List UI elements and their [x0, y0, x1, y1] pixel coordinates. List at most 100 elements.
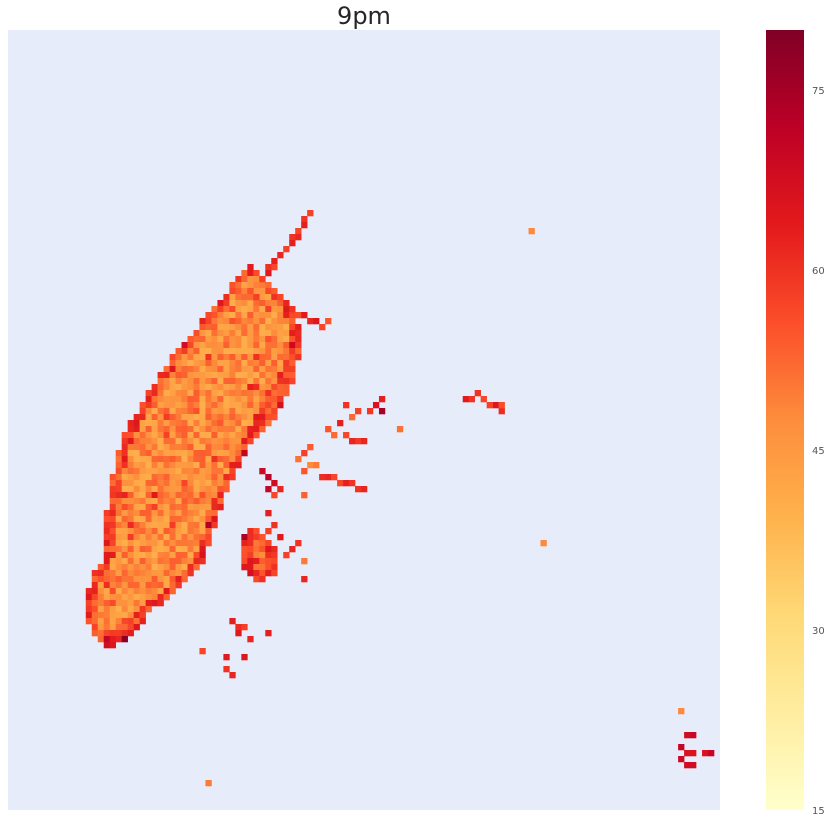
heatmap-cell	[325, 426, 332, 433]
heatmap-cell	[211, 390, 218, 397]
heatmap-cell	[181, 426, 188, 433]
heatmap-cell	[211, 516, 218, 523]
heatmap-cell	[211, 402, 218, 409]
heatmap-cell	[187, 378, 194, 385]
heatmap-cell	[259, 318, 266, 325]
heatmap-cell	[277, 312, 284, 319]
heatmap-cell	[265, 312, 272, 319]
heatmap-cell	[163, 420, 170, 427]
heatmap-cell	[307, 210, 314, 217]
heatmap-cell	[127, 420, 134, 427]
heatmap-cell	[169, 504, 176, 511]
heatmap-cell	[283, 336, 290, 343]
heatmap-cell	[103, 516, 111, 523]
heatmap-cell	[271, 408, 278, 415]
heatmap-cell	[271, 402, 278, 409]
heatmap-cell	[259, 546, 266, 553]
heatmap-cell	[235, 390, 242, 397]
heatmap-cell	[205, 360, 212, 367]
heatmap-cell	[289, 306, 296, 313]
heatmap-cell	[211, 504, 218, 511]
heatmap-cell	[133, 522, 140, 529]
heatmap-cell	[187, 366, 194, 373]
heatmap-cell	[247, 282, 254, 289]
heatmap-cell	[157, 600, 164, 607]
heatmap-cell	[229, 414, 236, 421]
heatmap-cell	[259, 342, 266, 349]
heatmap-cell	[121, 522, 128, 529]
colorbar-tick-label: 45	[812, 446, 825, 457]
heatmap-cell	[169, 582, 176, 589]
heatmap-cell	[103, 636, 111, 643]
heatmap-cell	[283, 384, 290, 391]
heatmap-cell	[175, 510, 182, 517]
heatmap-cell	[217, 396, 224, 403]
heatmap-cell	[145, 450, 152, 457]
heatmap-cell	[187, 342, 194, 349]
heatmap-cell	[205, 426, 212, 433]
heatmap-cell	[175, 522, 182, 529]
heatmap-cell	[145, 402, 152, 409]
heatmap-cell	[103, 546, 111, 553]
heatmap-cell	[115, 480, 122, 487]
heatmap-cell	[247, 564, 254, 571]
heatmap-cell	[241, 402, 248, 409]
heatmap-cell	[109, 642, 116, 649]
heatmap-cell	[223, 336, 230, 343]
heatmap-cell	[127, 570, 134, 577]
heatmap-cell	[199, 336, 206, 343]
heatmap-cell	[211, 450, 218, 457]
heatmap-cell	[121, 438, 128, 445]
heatmap-cell	[121, 444, 128, 451]
heatmap-cell	[313, 462, 320, 469]
heatmap-cell	[157, 516, 164, 523]
heatmap-cell	[235, 414, 242, 421]
heatmap-cell	[121, 588, 128, 595]
heatmap-cell	[91, 570, 99, 577]
heatmap-cell	[684, 762, 691, 769]
heatmap-cell	[139, 528, 146, 535]
heatmap-cell	[265, 402, 272, 409]
heatmap-cell	[187, 456, 194, 463]
heatmap-cell	[241, 564, 248, 571]
heatmap-cell	[235, 288, 242, 295]
heatmap-cell	[265, 540, 272, 547]
heatmap-cell	[187, 510, 194, 517]
heatmap-cell	[259, 384, 266, 391]
heatmap-cell	[175, 396, 182, 403]
heatmap-cell	[181, 480, 188, 487]
heatmap-cell	[223, 342, 230, 349]
heatmap-cell	[205, 366, 212, 373]
heatmap-cell	[241, 288, 248, 295]
heatmap-cell	[175, 576, 182, 583]
heatmap-cell	[690, 750, 697, 757]
heatmap-cell	[325, 474, 332, 481]
heatmap-cell	[163, 396, 170, 403]
heatmap-cell	[169, 564, 176, 571]
heatmap-cell	[289, 366, 296, 373]
heatmap-cell	[211, 468, 218, 475]
heatmap-cell	[337, 420, 344, 427]
heatmap-cell	[103, 540, 111, 547]
heatmap-cell	[193, 492, 200, 499]
heatmap-cell	[91, 588, 99, 595]
heatmap-cell	[271, 330, 278, 337]
heatmap-cell	[361, 486, 368, 493]
heatmap-cell	[349, 480, 356, 487]
heatmap-cell	[205, 318, 212, 325]
heatmap-cell	[253, 276, 260, 283]
heatmap-cell	[247, 546, 254, 553]
heatmap-cell	[223, 486, 230, 493]
colorbar-tick-label: 75	[812, 86, 825, 97]
heatmap-cell	[241, 306, 248, 313]
heatmap-cell	[271, 342, 278, 349]
heatmap-cell	[271, 384, 278, 391]
heatmap-cell	[145, 426, 152, 433]
heatmap-cell	[157, 480, 164, 487]
heatmap-cell	[109, 570, 116, 577]
heatmap-cell	[133, 558, 140, 565]
heatmap-cell	[277, 348, 284, 355]
heatmap-cell	[163, 486, 170, 493]
heatmap-cell	[193, 504, 200, 511]
heatmap-cell	[109, 486, 116, 493]
